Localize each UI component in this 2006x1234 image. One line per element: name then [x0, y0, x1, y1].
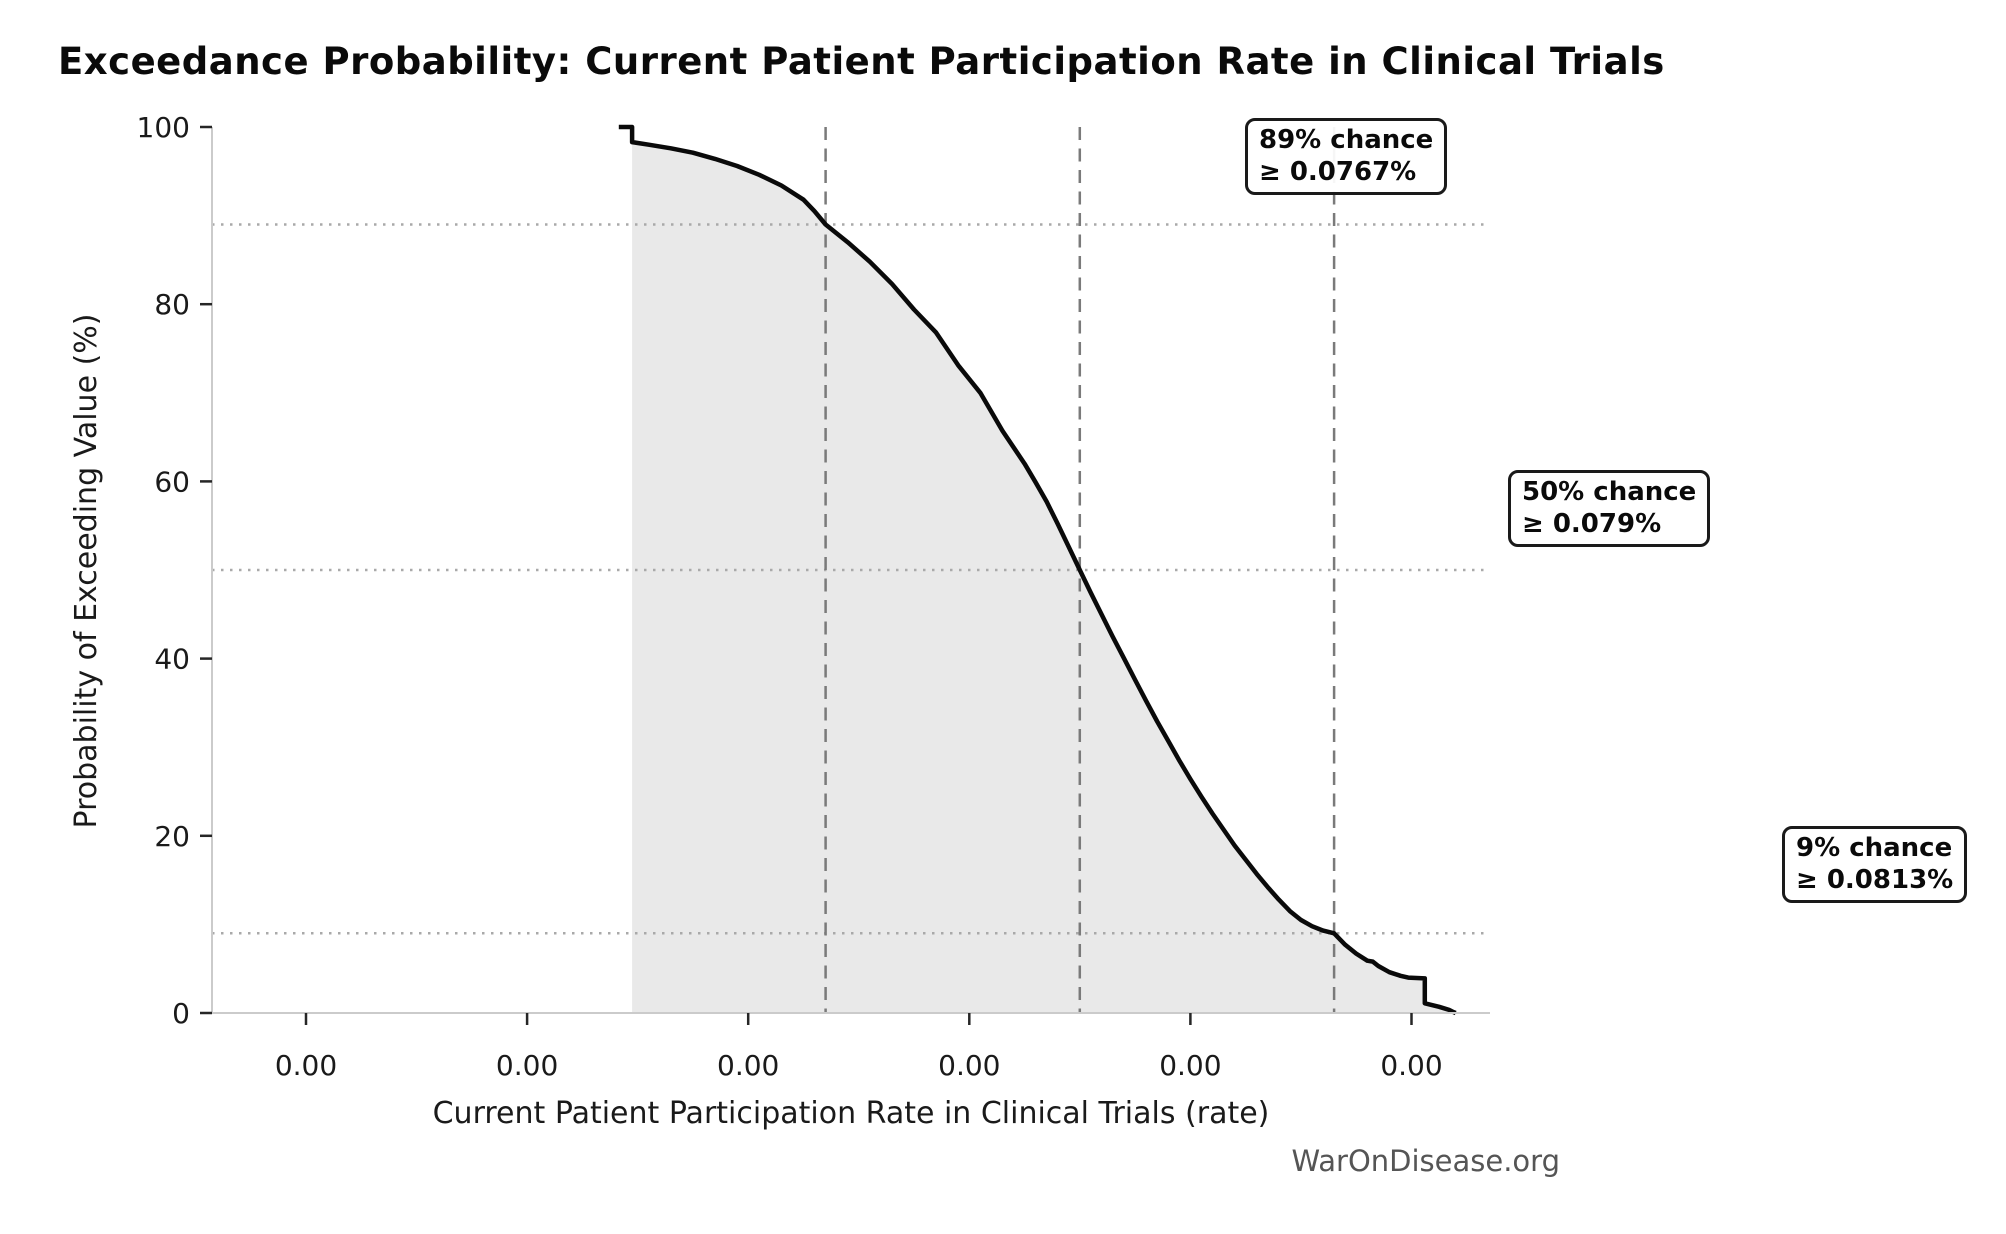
y-tick-label: 0 — [172, 997, 190, 1030]
y-axis-label: Probability of Exceeding Value (%) — [69, 313, 104, 829]
x-axis-label: Current Patient Participation Rate in Cl… — [432, 1096, 1270, 1131]
annotation-89-percent-chance: 89% chance ≥ 0.0767% — [1245, 118, 1448, 196]
y-tick-label: 100 — [137, 111, 190, 144]
annotation-50-percent-chance: 50% chance ≥ 0.079% — [1508, 470, 1711, 548]
annotation-threshold-line: ≥ 0.0767% — [1259, 156, 1417, 187]
x-tick-label: 0.00 — [938, 1049, 1000, 1082]
exceedance-curve — [618, 124, 1457, 1016]
y-tick-label: 80 — [154, 288, 190, 321]
x-tick-label: 0.00 — [1159, 1049, 1221, 1082]
annotation-chance-line: 50% chance — [1522, 477, 1697, 507]
y-tick-label: 60 — [154, 465, 190, 498]
x-tick-label: 0.00 — [275, 1049, 337, 1082]
annotation-threshold-line: ≥ 0.079% — [1522, 508, 1662, 539]
y-tick-label: 40 — [154, 643, 190, 676]
x-tick-label: 0.00 — [496, 1049, 558, 1082]
annotation-threshold-line: ≥ 0.0813% — [1796, 864, 1954, 895]
x-tick-label: 0.00 — [1380, 1049, 1442, 1082]
y-tick-label: 20 — [154, 820, 190, 853]
annotation-9-percent-chance: 9% chance ≥ 0.0813% — [1782, 826, 1968, 904]
x-tick-label: 0.00 — [717, 1049, 779, 1082]
annotation-chance-line: 9% chance — [1796, 833, 1953, 863]
watermark-text: WarOnDisease.org — [1291, 1144, 1560, 1178]
curve-fill-area — [632, 142, 1456, 1014]
chart-title: Exceedance Probability: Current Patient … — [58, 40, 1665, 83]
annotation-chance-line: 89% chance — [1259, 125, 1434, 155]
